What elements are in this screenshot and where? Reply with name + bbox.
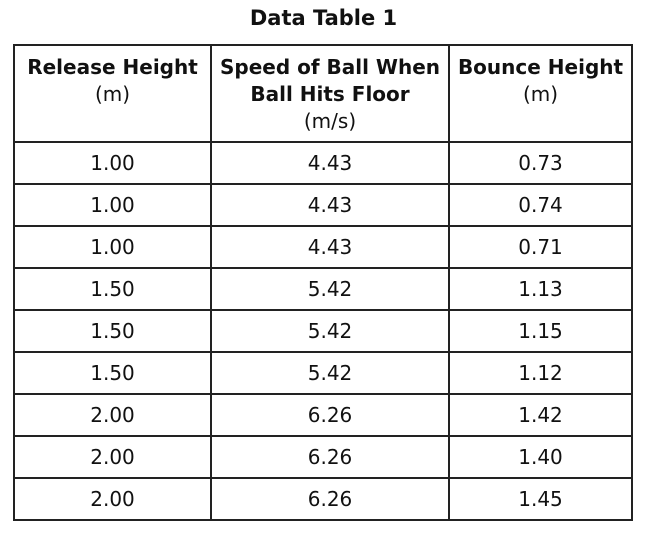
table-row: 2.00 6.26 1.40 <box>13 435 633 479</box>
bounce-height-cell: 1.42 <box>448 393 633 437</box>
header-row: Release Height (m) Speed of Ball When Ba… <box>13 44 633 143</box>
speed-cell: 6.26 <box>210 477 450 521</box>
table-row: 1.00 4.43 0.73 <box>13 141 633 185</box>
release-height-cell: 1.50 <box>13 309 212 353</box>
header-bounce-height: Bounce Height (m) <box>448 44 633 143</box>
bounce-height-cell: 1.45 <box>448 477 633 521</box>
release-height-cell: 2.00 <box>13 477 212 521</box>
header-label: Release Height <box>27 55 198 79</box>
bounce-height-cell: 1.12 <box>448 351 633 395</box>
table-row: 1.50 5.42 1.12 <box>13 351 633 395</box>
header-unit: (m) <box>94 82 131 106</box>
header-label: Ball Hits Floor <box>250 82 410 106</box>
bounce-height-cell: 0.71 <box>448 225 633 269</box>
table-row: 2.00 6.26 1.42 <box>13 393 633 437</box>
header-speed: Speed of Ball When Ball Hits Floor (m/s) <box>210 44 450 143</box>
release-height-cell: 1.00 <box>13 225 212 269</box>
speed-cell: 6.26 <box>210 435 450 479</box>
bounce-height-cell: 0.74 <box>448 183 633 227</box>
bounce-height-cell: 1.13 <box>448 267 633 311</box>
speed-cell: 4.43 <box>210 183 450 227</box>
release-height-cell: 1.00 <box>13 183 212 227</box>
bounce-height-cell: 1.40 <box>448 435 633 479</box>
table-title: Data Table 1 <box>249 6 398 30</box>
table-row: 1.50 5.42 1.13 <box>13 267 633 311</box>
speed-cell: 5.42 <box>210 309 450 353</box>
release-height-cell: 1.50 <box>13 267 212 311</box>
table-row: 2.00 6.26 1.45 <box>13 477 633 521</box>
data-table: Release Height (m) Speed of Ball When Ba… <box>13 44 633 521</box>
speed-cell: 5.42 <box>210 267 450 311</box>
release-height-cell: 2.00 <box>13 435 212 479</box>
table-row: 1.00 4.43 0.74 <box>13 183 633 227</box>
speed-cell: 4.43 <box>210 141 450 185</box>
speed-cell: 6.26 <box>210 393 450 437</box>
header-label: Speed of Ball When <box>219 55 441 79</box>
speed-cell: 4.43 <box>210 225 450 269</box>
speed-cell: 5.42 <box>210 351 450 395</box>
bounce-height-cell: 0.73 <box>448 141 633 185</box>
table-body: 1.00 4.43 0.73 1.00 4.43 0.74 1.00 4.43 0.71 1.50… <box>13 141 633 521</box>
header-label: Bounce Height <box>457 55 624 79</box>
release-height-cell: 1.00 <box>13 141 212 185</box>
bounce-height-cell: 1.15 <box>448 309 633 353</box>
release-height-cell: 2.00 <box>13 393 212 437</box>
header-unit: (m/s) <box>303 109 357 133</box>
header-unit: (m) <box>522 82 559 106</box>
header-release-height: Release Height (m) <box>13 44 212 143</box>
table-row: 1.00 4.43 0.71 <box>13 225 633 269</box>
release-height-cell: 1.50 <box>13 351 212 395</box>
table-row: 1.50 5.42 1.15 <box>13 309 633 353</box>
